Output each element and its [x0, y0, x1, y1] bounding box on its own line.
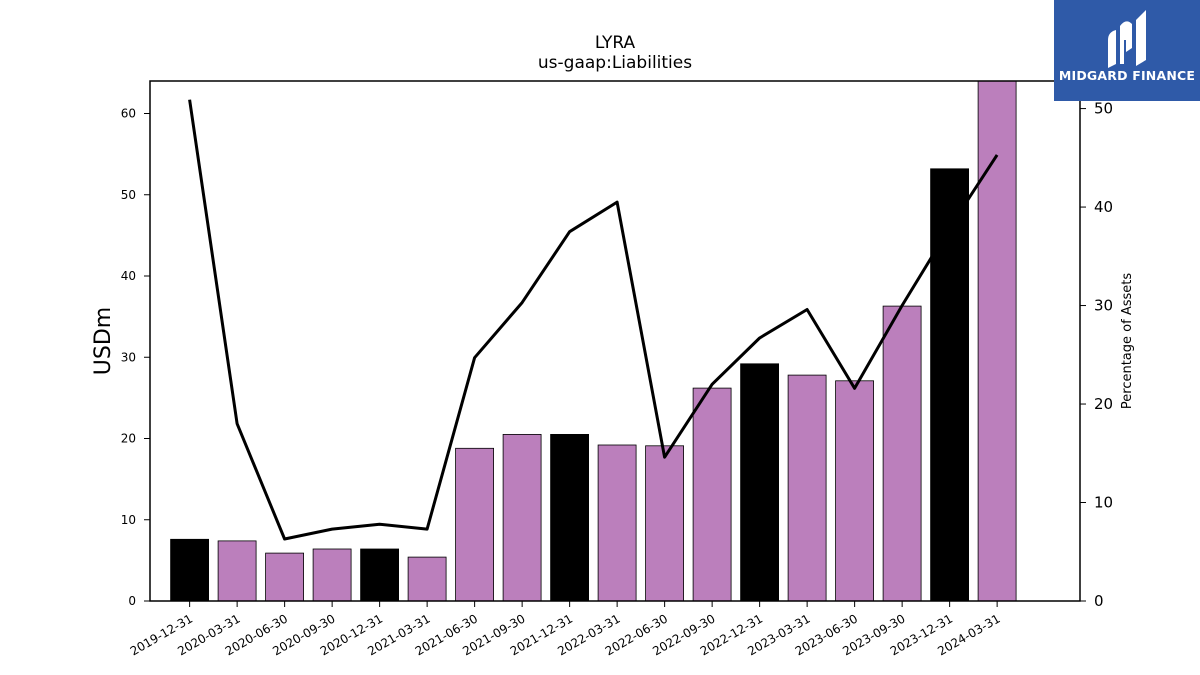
bar-2021-06-30 — [455, 447, 495, 602]
bar-2023-03-31 — [787, 374, 827, 602]
bar-2022-03-31 — [597, 444, 637, 602]
y2-tick-label: 20 — [1094, 395, 1113, 413]
bar-2019-12-31 — [170, 538, 210, 602]
bar-2020-09-30 — [312, 548, 352, 602]
bar-2020-03-31 — [217, 540, 257, 602]
bar-2021-03-31 — [407, 556, 447, 602]
y-tick-label: 10 — [121, 513, 136, 527]
y-tick-label: 20 — [121, 432, 136, 446]
y2-tick-label: 10 — [1094, 494, 1113, 512]
y-tick-label: 30 — [121, 350, 136, 364]
bar-2022-09-30 — [692, 387, 732, 602]
logo-text: MIDGARD FINANCE — [1058, 68, 1196, 83]
bar-2023-09-30 — [882, 305, 922, 602]
y-tick-label: 60 — [121, 107, 136, 121]
bar-2021-12-31 — [550, 433, 589, 602]
bar-2023-12-31 — [930, 168, 969, 602]
bar-2020-06-30 — [265, 552, 305, 602]
right-axis-ticks: 0 10 20 30 40 50 — [1080, 100, 1113, 610]
x-axis-ticks: 2019-12-312020-03-312020-06-302020-09-30… — [128, 601, 1003, 658]
percentage-of-assets-line — [188, 99, 999, 541]
bar-2020-12-31 — [360, 548, 400, 602]
y-tick-label: 50 — [121, 188, 136, 202]
brand-logo: MIDGARD FINANCE — [1054, 0, 1200, 101]
bar-2022-12-31 — [740, 363, 779, 602]
bar-series — [170, 80, 1017, 602]
chart-subtitle: us-gaap:Liabilities — [538, 53, 692, 73]
bar-2022-06-30 — [645, 445, 684, 602]
plot-frame — [149, 80, 1081, 602]
y-tick-label: 0 — [128, 594, 136, 608]
logo-mark-icon — [1108, 10, 1146, 68]
y2-tick-label: 30 — [1094, 297, 1113, 315]
left-axis-ticks: 0 10 20 30 40 50 60 — [121, 107, 150, 608]
y2-tick-label: 50 — [1094, 100, 1113, 118]
chart-title: LYRA — [595, 33, 636, 53]
line-series — [188, 99, 999, 541]
y2-axis-label: Percentage of Assets — [1120, 273, 1135, 409]
y2-tick-label: 0 — [1094, 592, 1104, 610]
y-tick-label: 40 — [121, 269, 136, 283]
bar-2023-06-30 — [835, 380, 874, 602]
bar-2024-03-31 — [977, 80, 1017, 602]
bar-2021-09-30 — [502, 433, 542, 602]
y2-tick-label: 40 — [1094, 198, 1113, 216]
y-axis-label: USDm — [91, 307, 116, 375]
